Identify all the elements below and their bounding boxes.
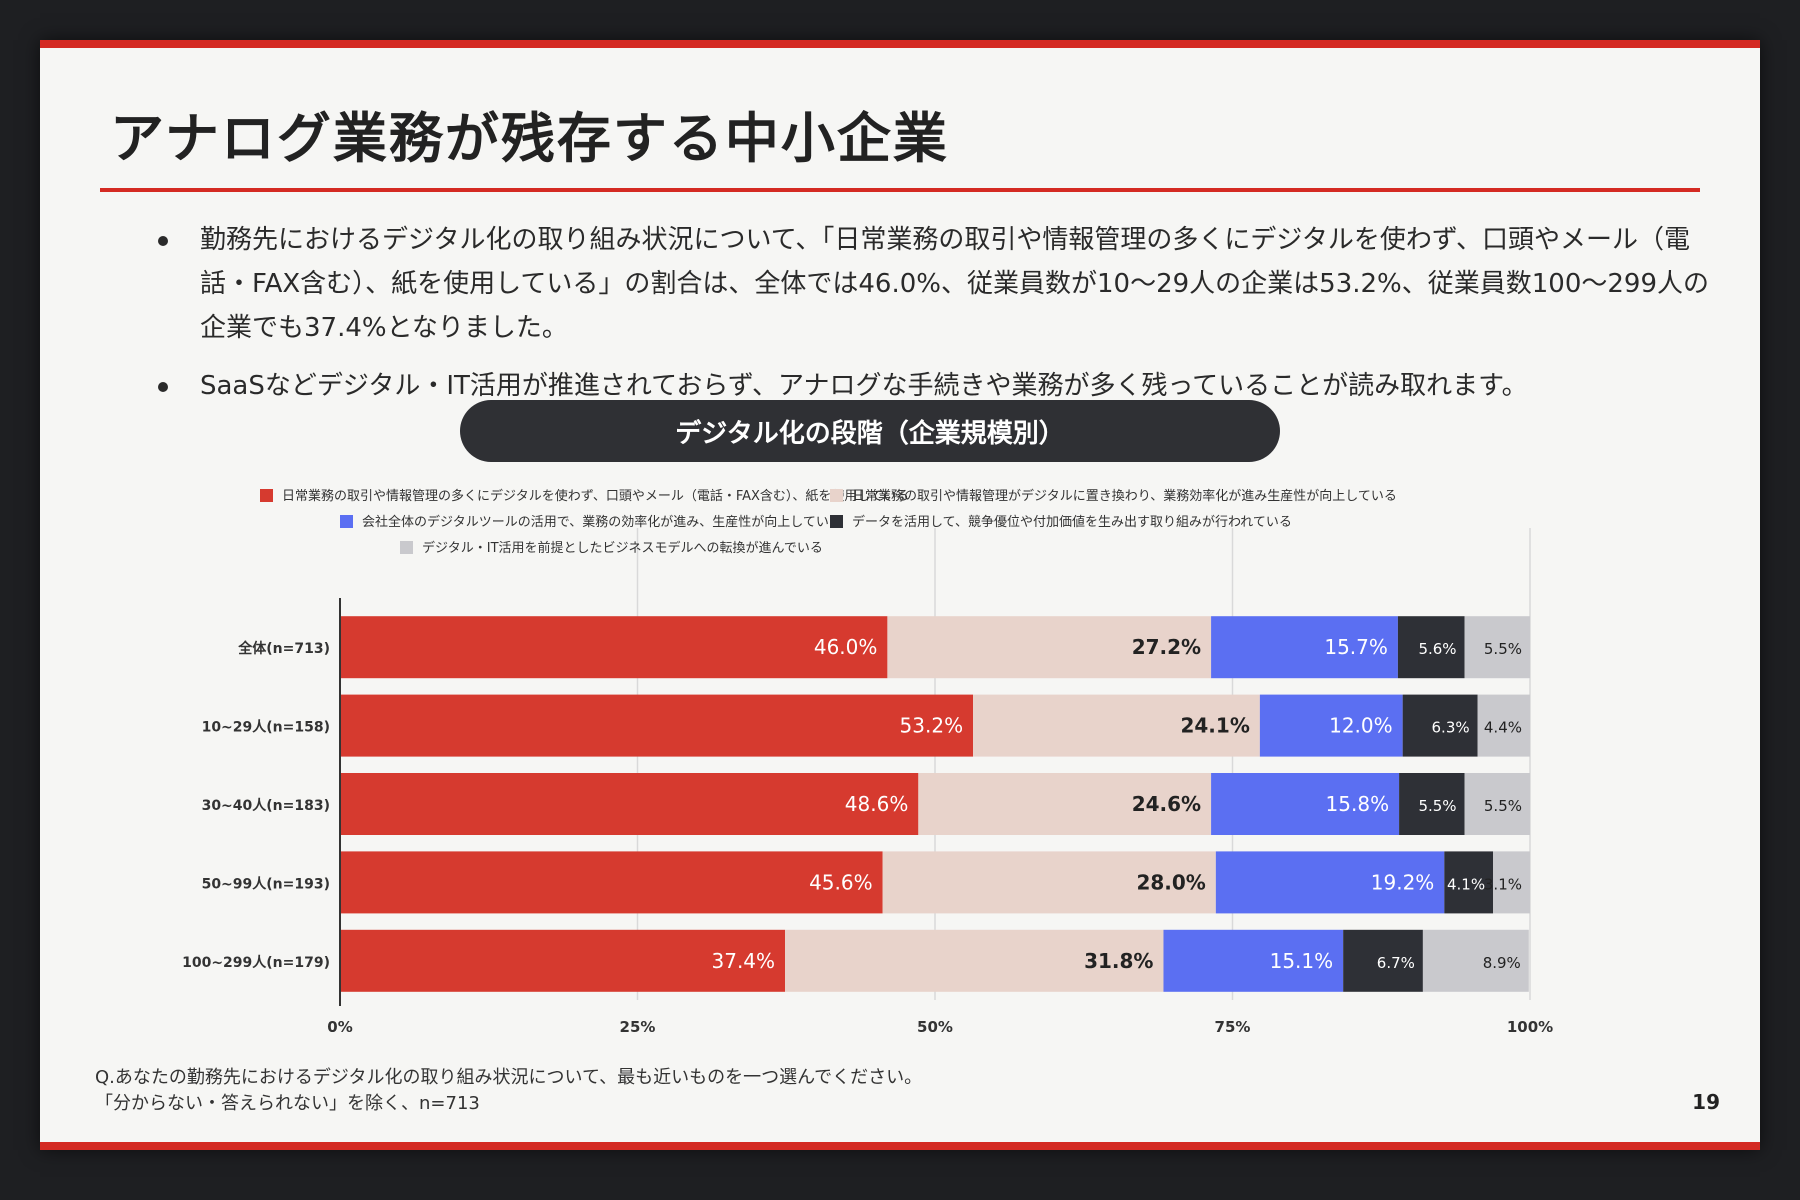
bar-segment (1215, 851, 1445, 914)
data-label: 45.6% (809, 870, 873, 894)
data-label: 24.6% (1132, 792, 1201, 816)
bar-segment (340, 929, 786, 992)
bar-segment (340, 773, 919, 835)
legend-label: 日常業務の取引や情報管理の多くにデジタルを使わず、口頭やメール（電話・FAX含む… (282, 488, 909, 504)
data-label: 6.3% (1432, 719, 1470, 737)
bar-segment (340, 851, 883, 914)
bullet-item: SaaSなどデジタル・IT活用が推進されておらず、アナログな手続きや業務が多く残… (150, 364, 1710, 408)
x-tick-label: 50% (917, 1018, 953, 1036)
legend-swatch (340, 515, 353, 528)
data-label: 46.0% (814, 635, 878, 659)
bar-segment (1343, 929, 1423, 992)
bar-segment (1464, 773, 1530, 835)
data-label: 31.8% (1084, 949, 1153, 973)
footnote-note: 「分からない・答えられない」を除く、n=713 (95, 1093, 480, 1114)
slide-top-accent (40, 40, 1760, 48)
bar-segment (1163, 929, 1344, 992)
x-tick-label: 0% (327, 1018, 352, 1036)
bar-segment (1397, 616, 1465, 679)
legend-swatch (260, 489, 273, 502)
bar-segment (785, 929, 1164, 992)
footnote: Q.あなたの勤務先におけるデジタル化の取り組み状況について、最も近いものを一つ選… (95, 1065, 922, 1117)
data-label: 48.6% (845, 792, 909, 816)
legend-label: データを活用して、競争優位や付加価値を生み出す取り組みが行われている (852, 514, 1292, 530)
bar-segment (1493, 851, 1530, 914)
bar-segment (1422, 929, 1529, 992)
data-label: 37.4% (712, 949, 776, 973)
category-label: 全体(n=713) (237, 640, 330, 657)
bar-segment (918, 773, 1212, 835)
legend-swatch (830, 489, 843, 502)
legend-label: 日常業務の取引や情報管理がデジタルに置き換わり、業務効率化が進み生産性が向上して… (852, 488, 1397, 504)
data-label: 19.2% (1371, 870, 1435, 894)
slide-bottom-accent (40, 1142, 1760, 1150)
x-tick-label: 25% (620, 1018, 656, 1036)
data-label: 5.5% (1484, 640, 1522, 658)
data-label: 12.0% (1329, 714, 1393, 738)
bar-segment (340, 616, 888, 679)
stacked-bar-chart: 日常業務の取引や情報管理の多くにデジタルを使わず、口頭やメール（電話・FAX含む… (182, 488, 1553, 1036)
data-label: 6.7% (1377, 954, 1415, 972)
data-label: 15.7% (1324, 635, 1388, 659)
bar-segment (1399, 773, 1465, 835)
data-label: 4.1% (1447, 875, 1485, 893)
category-label: 50~99人(n=193) (202, 875, 330, 892)
footnote-question: Q.あなたの勤務先におけるデジタル化の取り組み状況について、最も近いものを一つ選… (95, 1067, 923, 1088)
slide-title: アナログ業務が残存する中小企業 (110, 107, 949, 170)
x-tick-label: 75% (1215, 1018, 1251, 1036)
legend-swatch (400, 541, 413, 554)
data-label: 5.6% (1418, 640, 1456, 658)
bar-segment (1402, 694, 1478, 757)
data-label: 4.4% (1484, 719, 1522, 737)
data-label: 8.9% (1483, 954, 1521, 972)
category-label: 100~299人(n=179) (182, 954, 330, 971)
data-label: 15.8% (1326, 792, 1390, 816)
page-number: 19 (1692, 1090, 1720, 1114)
legend-label: 会社全体のデジタルツールの活用で、業務の効率化が進み、生産性が向上している (362, 514, 842, 530)
bar-segment (1211, 616, 1398, 679)
data-label: 53.2% (900, 714, 964, 738)
bar-segment (887, 616, 1212, 679)
x-tick-label: 100% (1507, 1018, 1553, 1036)
title-underline (100, 188, 1700, 192)
bar-segment (1211, 773, 1400, 835)
data-label: 28.0% (1136, 870, 1205, 894)
bar-segment (882, 851, 1216, 914)
bar-segment (1259, 694, 1403, 757)
bar-segment (1444, 851, 1494, 914)
bar-segment (1477, 694, 1530, 757)
bullet-list: 勤務先におけるデジタル化の取り組み状況について、「日常業務の取引や情報管理の多く… (150, 218, 1710, 422)
data-label: 15.1% (1270, 949, 1334, 973)
category-label: 10~29人(n=158) (202, 719, 330, 736)
bar-segment (340, 694, 974, 757)
data-label: 27.2% (1132, 635, 1201, 659)
data-label: 5.5% (1484, 797, 1522, 815)
data-label: 3.1% (1484, 875, 1522, 893)
data-label: 5.5% (1418, 797, 1456, 815)
bar-segment (973, 694, 1260, 757)
legend-label: デジタル・IT活用を前提としたビジネスモデルへの転換が進んでいる (422, 540, 823, 556)
slide: アナログ業務が残存する中小企業 勤務先におけるデジタル化の取り組み状況について、… (40, 40, 1760, 1150)
category-label: 30~40人(n=183) (202, 797, 330, 814)
bar-segment (1464, 616, 1530, 679)
chart-heading: デジタル化の段階（企業規模別） (460, 400, 1280, 462)
legend-swatch (830, 515, 843, 528)
bullet-item: 勤務先におけるデジタル化の取り組み状況について、「日常業務の取引や情報管理の多く… (150, 218, 1710, 350)
data-label: 24.1% (1180, 714, 1249, 738)
